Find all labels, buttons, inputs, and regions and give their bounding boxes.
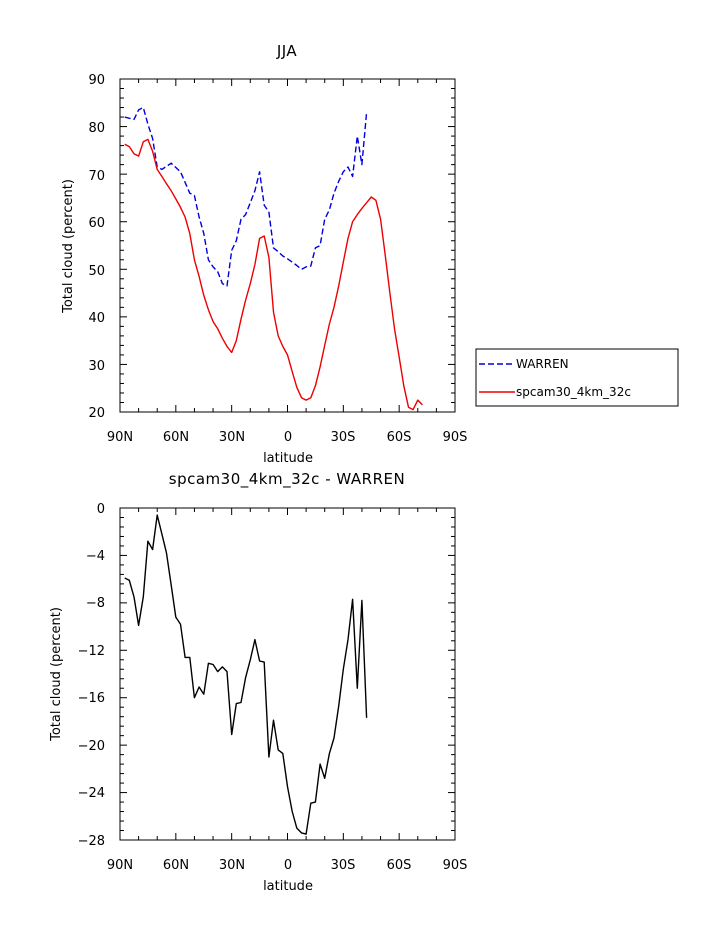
- legend: WARREN spcam30_4km_32c: [475, 348, 679, 407]
- top-x-tick-label: 30S: [331, 430, 356, 445]
- top-y-tick-label: 40: [88, 311, 105, 326]
- bottom-x-ticks: [119, 508, 456, 840]
- bottom-y-tick-label: −8: [86, 596, 105, 611]
- legend-box: [475, 348, 679, 407]
- bottom-y-tick-label: −24: [78, 786, 105, 801]
- bottom-chart: spcam30_4km_32c - WARREN 90N 60N 30N 0 3…: [49, 470, 467, 894]
- top-y-tick-label: 80: [88, 121, 105, 136]
- top-x-tick-label: 30N: [219, 430, 245, 445]
- top-y-tick-label: 20: [88, 406, 105, 421]
- bottom-y-tick-label: −4: [86, 549, 105, 564]
- top-y-tick-label: 90: [88, 73, 105, 88]
- top-x-tick-label: 0: [284, 430, 292, 445]
- top-chart: JJA 90N 60N 30N 0 30S 60S 90S 20 30 40 5…: [61, 42, 467, 466]
- bottom-x-axis-label: latitude: [263, 879, 313, 894]
- bottom-x-tick-label: 60S: [387, 858, 412, 873]
- bottom-y-ticks: [120, 507, 455, 841]
- top-x-tick-label: 90S: [443, 430, 468, 445]
- top-y-tick-label: 30: [88, 359, 105, 374]
- top-x-tick-label: 60N: [163, 430, 189, 445]
- top-y-axis-label: Total cloud (percent): [61, 179, 76, 314]
- top-x-ticks: [119, 79, 456, 412]
- top-x-axis-label: latitude: [263, 451, 313, 466]
- top-x-tick-label: 60S: [387, 430, 412, 445]
- bottom-x-tick-label: 30S: [331, 858, 356, 873]
- bottom-x-tick-label: 30N: [219, 858, 245, 873]
- bottom-x-tick-label: 90N: [107, 858, 133, 873]
- bottom-x-tick-label: 90S: [443, 858, 468, 873]
- bottom-x-tick-label: 0: [284, 858, 292, 873]
- top-y-tick-label: 70: [88, 169, 105, 184]
- bottom-chart-title: spcam30_4km_32c - WARREN: [169, 470, 405, 489]
- top-plot-frame: [119, 78, 456, 413]
- bottom-y-tick-label: 0: [97, 502, 105, 517]
- bottom-y-axis-label: Total cloud (percent): [49, 607, 64, 742]
- bottom-y-tick-label: −16: [78, 691, 105, 706]
- legend-warren-label: WARREN: [516, 357, 569, 371]
- legend-spcam-label: spcam30_4km_32c: [516, 385, 631, 399]
- top-x-tick-label: 90N: [107, 430, 133, 445]
- top-y-tick-label: 60: [88, 216, 105, 231]
- bottom-series-line-difference: [124, 514, 368, 835]
- top-series-line-spcam30-4km-32c: [124, 138, 423, 411]
- top-series-layer: [124, 106, 423, 411]
- bottom-series-layer: [124, 514, 368, 835]
- bottom-y-tick-label: −28: [78, 834, 105, 849]
- top-y-tick-label: 50: [88, 264, 105, 279]
- bottom-y-tick-label: −12: [78, 644, 105, 659]
- bottom-y-tick-label: −20: [78, 739, 105, 754]
- top-y-ticks: [120, 78, 455, 413]
- top-chart-title: JJA: [276, 42, 298, 60]
- bottom-x-tick-label: 60N: [163, 858, 189, 873]
- top-series-line-warren: [124, 106, 368, 287]
